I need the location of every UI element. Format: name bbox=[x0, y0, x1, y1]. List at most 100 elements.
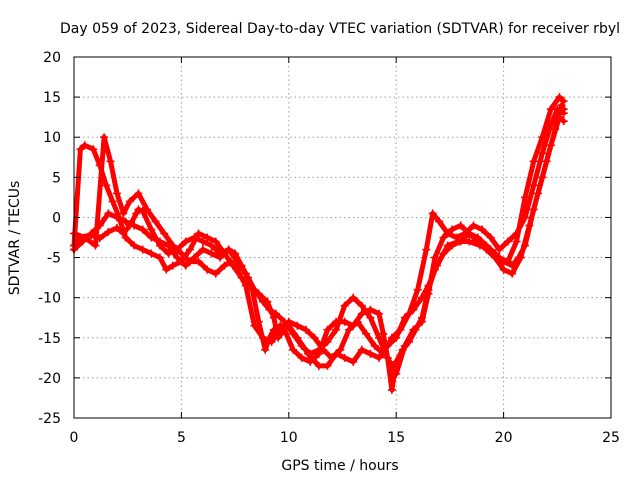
data-point bbox=[125, 197, 134, 206]
data-point bbox=[409, 325, 418, 334]
y-tick-label: 0 bbox=[52, 210, 61, 226]
x-tick-label: 10 bbox=[280, 430, 298, 446]
data-point bbox=[344, 325, 353, 334]
y-tick-label: 15 bbox=[43, 90, 61, 106]
y-tick-label: 20 bbox=[43, 50, 61, 66]
data-point bbox=[138, 225, 147, 234]
data-point bbox=[259, 333, 268, 342]
data-point bbox=[357, 345, 366, 354]
data-point bbox=[349, 357, 358, 366]
data-point bbox=[160, 229, 169, 238]
data-point bbox=[168, 261, 177, 270]
y-tick-label: -20 bbox=[38, 371, 61, 387]
data-point bbox=[134, 205, 143, 214]
data-point bbox=[383, 353, 392, 362]
data-point bbox=[503, 237, 512, 246]
data-point bbox=[250, 285, 259, 294]
data-point bbox=[559, 117, 568, 126]
data-point bbox=[134, 189, 143, 198]
data-point bbox=[80, 233, 89, 242]
data-point bbox=[529, 157, 538, 166]
data-point bbox=[297, 353, 306, 362]
data-point bbox=[340, 301, 349, 310]
data-point bbox=[327, 353, 336, 362]
series-line bbox=[71, 106, 567, 361]
series-layer bbox=[70, 93, 568, 394]
data-point bbox=[147, 233, 156, 242]
data-point bbox=[340, 317, 349, 326]
data-point bbox=[417, 317, 426, 326]
data-point bbox=[336, 345, 345, 354]
data-point bbox=[366, 305, 375, 314]
data-point bbox=[478, 225, 487, 234]
data-point bbox=[542, 157, 551, 166]
data-point bbox=[241, 281, 250, 290]
data-point bbox=[106, 157, 115, 166]
tick-layer: 0 5 10 15 20 25 -25 -20 -15 -10 -5 0 5 10 15 20 bbox=[38, 50, 620, 446]
data-point bbox=[314, 361, 323, 370]
data-point bbox=[226, 257, 235, 266]
data-point bbox=[108, 197, 117, 206]
data-point bbox=[469, 221, 478, 230]
data-point bbox=[265, 305, 274, 314]
x-tick-label: 25 bbox=[602, 430, 620, 446]
data-point bbox=[366, 313, 375, 322]
data-point bbox=[439, 233, 448, 242]
data-point bbox=[104, 227, 113, 236]
data-point bbox=[91, 241, 100, 250]
data-point bbox=[198, 245, 207, 254]
data-point bbox=[138, 245, 147, 254]
data-point bbox=[499, 257, 508, 266]
data-point bbox=[216, 253, 225, 262]
data-point bbox=[495, 245, 504, 254]
data-point bbox=[243, 273, 252, 282]
data-point bbox=[448, 241, 457, 250]
data-point bbox=[168, 241, 177, 250]
data-point bbox=[400, 341, 409, 350]
data-point bbox=[387, 385, 396, 394]
data-point bbox=[233, 265, 242, 274]
data-point bbox=[387, 333, 396, 342]
y-tick-label: -5 bbox=[47, 251, 61, 267]
data-point bbox=[121, 217, 130, 226]
y-tick-label: -10 bbox=[38, 291, 61, 307]
data-point bbox=[185, 245, 194, 254]
data-point bbox=[306, 357, 315, 366]
data-point bbox=[112, 223, 121, 232]
data-point bbox=[121, 233, 130, 242]
x-tick-label: 20 bbox=[495, 430, 513, 446]
data-point bbox=[211, 237, 220, 246]
y-tick-label: 10 bbox=[43, 130, 61, 146]
data-point bbox=[508, 269, 517, 278]
data-point bbox=[143, 205, 152, 214]
data-point bbox=[177, 249, 186, 258]
data-point bbox=[332, 325, 341, 334]
data-point bbox=[185, 257, 194, 266]
grid-layer bbox=[74, 57, 611, 418]
data-point bbox=[194, 229, 203, 238]
data-point bbox=[89, 145, 98, 154]
data-point bbox=[362, 329, 371, 338]
data-point bbox=[151, 217, 160, 226]
data-point bbox=[439, 249, 448, 258]
data-point bbox=[370, 341, 379, 350]
data-point bbox=[147, 249, 156, 258]
data-point bbox=[87, 229, 96, 238]
data-point bbox=[546, 121, 555, 130]
data-point bbox=[112, 189, 121, 198]
data-point bbox=[525, 221, 534, 230]
data-point bbox=[310, 333, 319, 342]
data-point bbox=[207, 249, 216, 258]
data-point bbox=[413, 285, 422, 294]
data-point bbox=[271, 309, 280, 318]
data-point bbox=[220, 261, 229, 270]
data-point bbox=[80, 141, 89, 150]
data-point bbox=[198, 237, 207, 246]
data-point bbox=[559, 97, 568, 106]
data-point bbox=[301, 325, 310, 334]
data-point bbox=[319, 345, 328, 354]
data-point bbox=[289, 345, 298, 354]
data-point bbox=[538, 149, 547, 158]
data-point bbox=[521, 193, 530, 202]
